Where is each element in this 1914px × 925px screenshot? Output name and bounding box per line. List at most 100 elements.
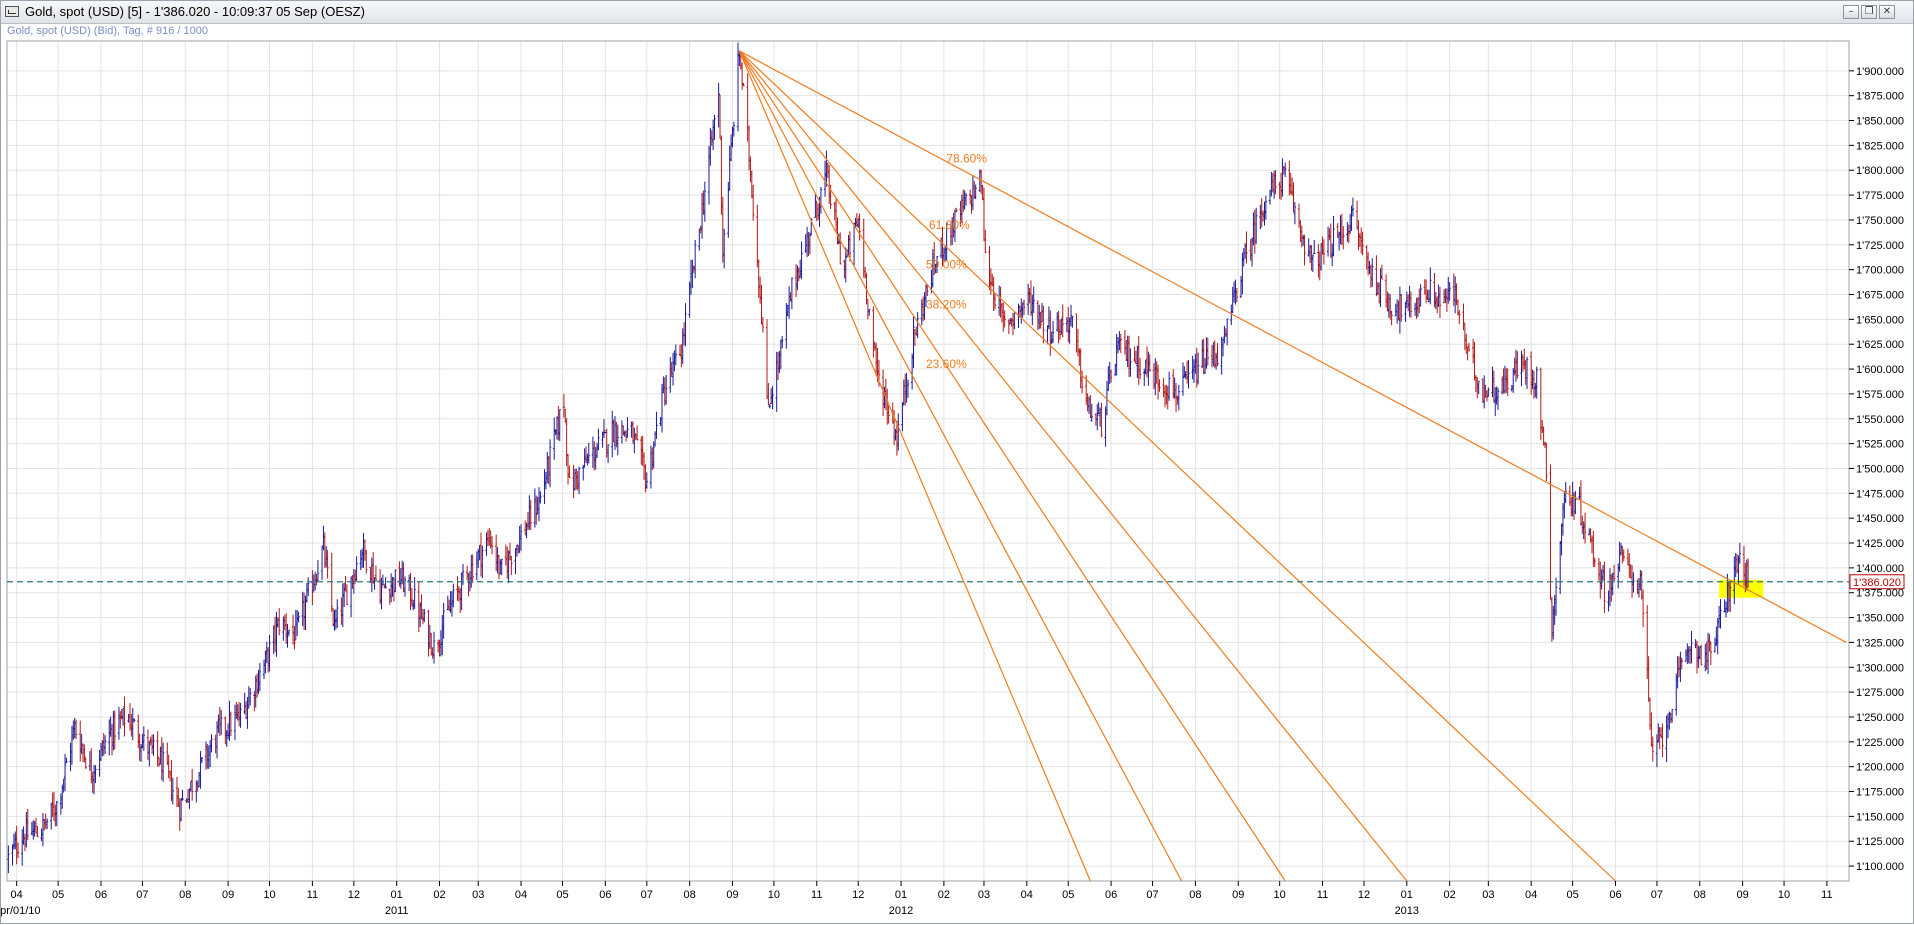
y-tick-label: 1'450.000 xyxy=(1856,513,1904,525)
y-tick-label: 1'200.000 xyxy=(1856,762,1904,774)
fan-level-label: 23.60% xyxy=(926,357,967,371)
x-tick-label: 04 xyxy=(1021,889,1033,901)
y-tick-label: 1'425.000 xyxy=(1856,538,1904,550)
x-tick-label: 06 xyxy=(95,889,107,901)
y-tick-label: 1'700.000 xyxy=(1856,265,1904,277)
price-label: 1'386.020 xyxy=(1853,577,1901,589)
y-tick-label: 1'375.000 xyxy=(1856,588,1904,600)
x-tick-label: 10 xyxy=(263,889,275,901)
fan-level-label: 61.80% xyxy=(929,218,970,232)
y-tick-label: 1'325.000 xyxy=(1856,637,1904,649)
x-tick-label: 06 xyxy=(599,889,611,901)
x-tick-label: 05 xyxy=(1567,889,1579,901)
x-tick-label: 12 xyxy=(348,889,360,901)
x-tick-label: 11 xyxy=(1317,889,1328,901)
y-tick-label: 1'300.000 xyxy=(1856,662,1904,674)
fibonacci-fan: 78.60% 61.80% 50.00% 38.20% 23.60% xyxy=(738,50,1847,882)
fan-line xyxy=(738,50,1091,882)
fan-level-label: 38.20% xyxy=(926,297,967,311)
x-tick-label: 09 xyxy=(1736,889,1748,901)
fan-line xyxy=(738,50,1616,882)
x-tick-label: 05 xyxy=(1062,889,1074,901)
x-tick-label: 08 xyxy=(1694,889,1706,901)
x-tick-label: 08 xyxy=(1189,889,1201,901)
fan-line xyxy=(739,50,1847,643)
y-tick-label: 1'650.000 xyxy=(1856,314,1904,326)
y-tick-label: 1'250.000 xyxy=(1856,712,1904,724)
x-tick-label: 07 xyxy=(1146,889,1158,901)
x-tick-label: 01 xyxy=(1401,889,1413,901)
x-tick-label: 08 xyxy=(684,889,696,901)
x-tick-label: 01 xyxy=(895,889,907,901)
y-tick-label: 1'125.000 xyxy=(1856,836,1904,848)
x-year-label: 2012 xyxy=(889,905,913,917)
x-tick-label: 03 xyxy=(1482,889,1494,901)
x-tick-label: 12 xyxy=(852,889,864,901)
y-tick-label: 1'175.000 xyxy=(1856,787,1904,799)
fan-level-label: 78.60% xyxy=(946,151,987,165)
plot-frame xyxy=(6,40,1850,882)
x-tick-label: 10 xyxy=(1274,889,1286,901)
y-tick-label: 1'900.000 xyxy=(1856,66,1904,78)
x-tick-label: 03 xyxy=(978,889,990,901)
x-axis: 04 05 06 07 08 09 10 11 12 01 02 03 04 05 06 07 08 09 10 11… xyxy=(1,881,1833,917)
current-price-line: 1'386.020 xyxy=(7,574,1905,590)
y-tick-label: 1'850.000 xyxy=(1856,116,1904,128)
x-year-label: 2013 xyxy=(1395,905,1419,917)
fan-level-label: 50.00% xyxy=(926,258,967,272)
y-tick-label: 1'800.000 xyxy=(1856,165,1904,177)
y-tick-label: 1'400.000 xyxy=(1856,563,1904,575)
chart-grid xyxy=(7,41,1849,881)
x-tick-label: 02 xyxy=(1444,889,1456,901)
x-year-label: 2011 xyxy=(385,905,409,917)
x-tick-label: 07 xyxy=(641,889,653,901)
chart-subtitle: Gold, spot (USD) (Bid), Tag, # 916 / 100… xyxy=(7,25,208,37)
x-tick-label: 07 xyxy=(1651,889,1663,901)
y-axis: 1'100.000 1'125.000 1'150.000 1'175.000 1'20… xyxy=(1849,66,1904,873)
title-bar[interactable]: Gold, spot (USD) [5] - 1'386.020 - 10:09… xyxy=(1,1,1913,24)
fan-line xyxy=(738,50,1408,882)
y-tick-label: 1'875.000 xyxy=(1856,91,1904,103)
x-tick-label: 12 xyxy=(1358,889,1370,901)
window-title: Gold, spot (USD) [5] - 1'386.020 - 10:09… xyxy=(25,4,365,19)
restore-button[interactable]: ❐ xyxy=(1861,5,1877,19)
x-tick-label: 03 xyxy=(472,889,484,901)
chart-window-icon xyxy=(5,6,19,17)
y-tick-label: 1'525.000 xyxy=(1856,439,1904,451)
x-tick-label: 02 xyxy=(938,889,950,901)
x-tick-label: 04 xyxy=(1525,889,1537,901)
y-tick-label: 1'150.000 xyxy=(1856,811,1904,823)
x-tick-label: 09 xyxy=(726,889,738,901)
candlestick-series xyxy=(7,42,1750,874)
close-button[interactable]: ✕ xyxy=(1879,5,1895,19)
y-tick-label: 1'675.000 xyxy=(1856,289,1904,301)
y-tick-label: 1'475.000 xyxy=(1856,488,1904,500)
x-tick-label: 01 xyxy=(391,889,403,901)
y-tick-label: 1'275.000 xyxy=(1856,687,1904,699)
y-tick-label: 1'600.000 xyxy=(1856,364,1904,376)
x-tick-label: 04 xyxy=(11,889,23,901)
y-tick-label: 1'775.000 xyxy=(1856,190,1904,202)
y-tick-label: 1'725.000 xyxy=(1856,240,1904,252)
x-tick-label: 02 xyxy=(433,889,445,901)
y-tick-label: 1'550.000 xyxy=(1856,414,1904,426)
x-tick-label: 08 xyxy=(179,889,191,901)
y-tick-label: 1'500.000 xyxy=(1856,463,1904,475)
fan-line xyxy=(738,50,1286,882)
y-tick-label: 1'100.000 xyxy=(1856,861,1904,873)
y-tick-label: 1'225.000 xyxy=(1856,737,1904,749)
y-tick-label: 1'350.000 xyxy=(1856,613,1904,625)
y-tick-label: 1'750.000 xyxy=(1856,215,1904,227)
y-tick-label: 1'575.000 xyxy=(1856,389,1904,401)
y-tick-label: 1'825.000 xyxy=(1856,140,1904,152)
y-tick-label: 1'625.000 xyxy=(1856,339,1904,351)
x-tick-label: 11 xyxy=(811,889,822,901)
x-tick-label: 07 xyxy=(136,889,148,901)
fan-line xyxy=(738,50,1183,882)
x-tick-label: 05 xyxy=(556,889,568,901)
x-tick-label: 09 xyxy=(222,889,234,901)
minimize-button[interactable]: – xyxy=(1843,5,1859,19)
x-tick-label: 10 xyxy=(1778,889,1790,901)
